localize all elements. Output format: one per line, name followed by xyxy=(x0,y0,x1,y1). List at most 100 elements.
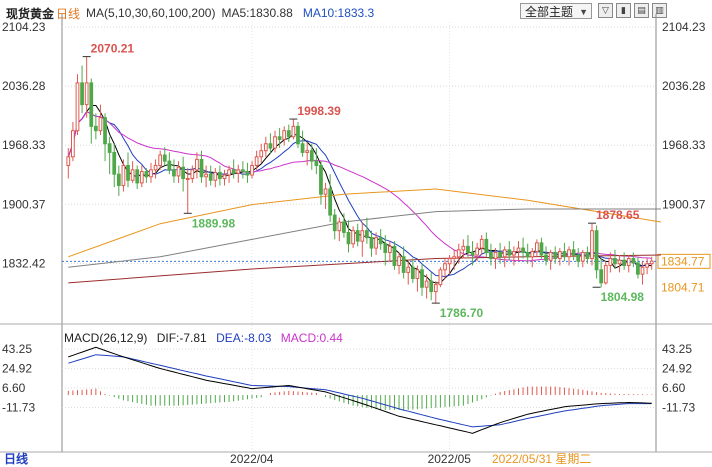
candle-body xyxy=(424,280,429,288)
macd-dea-value: DEA:-8.03 xyxy=(216,331,272,345)
candle-body xyxy=(314,160,319,166)
filter-tool-icon[interactable]: ▽ xyxy=(598,3,613,18)
ma-line-ma30 xyxy=(67,110,652,262)
candle-body xyxy=(443,263,447,271)
candle-body xyxy=(406,266,411,273)
candle-body xyxy=(98,117,103,132)
candle-body xyxy=(185,178,190,181)
candle-body xyxy=(534,242,539,253)
ma5-value: MA5:1830.88 xyxy=(221,6,293,20)
bar-tool-icon[interactable]: ▮ xyxy=(616,3,631,18)
candle-body xyxy=(181,166,186,180)
candle-body xyxy=(383,243,388,253)
candle-body xyxy=(617,259,622,265)
candle-body xyxy=(580,251,585,262)
candle-body xyxy=(544,254,548,261)
candle-body xyxy=(461,245,466,251)
candle-body xyxy=(218,171,222,180)
candle-body xyxy=(525,251,530,258)
candle-body xyxy=(172,169,176,177)
candle-body xyxy=(323,188,328,195)
candle-body xyxy=(328,188,333,216)
candle-body xyxy=(410,266,415,280)
candle-body xyxy=(636,262,640,275)
candle-body xyxy=(585,251,590,260)
candle-body xyxy=(365,230,369,239)
candle-body xyxy=(250,164,254,176)
candle-body xyxy=(603,264,608,284)
candle-body xyxy=(645,263,649,268)
price-tick-right: 2104.23 xyxy=(662,20,706,34)
candle-body xyxy=(466,245,470,253)
candle-body xyxy=(240,169,245,173)
candle-body xyxy=(121,164,126,186)
candle-body xyxy=(176,166,181,177)
extreme-label: 1786.70 xyxy=(440,306,484,320)
extreme-label: 1804.98 xyxy=(601,290,645,304)
price-tick-right: 1900.37 xyxy=(662,197,706,211)
candle-body xyxy=(231,169,236,174)
candle-body xyxy=(245,171,250,176)
ma-line-ma100 xyxy=(68,208,661,268)
candle-body xyxy=(75,82,80,132)
price-tick-left: 1968.33 xyxy=(2,138,46,152)
candle-body xyxy=(116,173,121,186)
candle-body xyxy=(254,156,259,166)
candle-body xyxy=(507,249,512,256)
candle-body xyxy=(195,158,199,171)
candle-body xyxy=(475,247,480,256)
candle-body xyxy=(355,230,360,242)
ma-params-label[interactable]: MA(5,10,30,60,100,200) xyxy=(86,6,216,20)
macd-tick-right: 24.92 xyxy=(662,362,692,376)
price-tick-left: 2104.23 xyxy=(2,20,46,34)
candle-body xyxy=(71,130,75,158)
candle-body xyxy=(613,258,617,265)
candle-body xyxy=(447,258,452,265)
candle-body xyxy=(576,254,581,262)
price-tick-left: 1832.42 xyxy=(2,256,46,270)
extreme-label: 1889.98 xyxy=(192,216,236,230)
candle-body xyxy=(622,259,627,266)
macd-tick-right: -11.73 xyxy=(662,401,695,415)
candle-body xyxy=(222,174,227,180)
bottom-period-label: 日线 xyxy=(4,451,28,466)
candle-body xyxy=(502,249,507,258)
candle-body xyxy=(498,251,502,258)
price-tick-right: 2036.28 xyxy=(662,79,706,93)
candle-body xyxy=(484,238,489,253)
macd-hist-value: MACD:0.44 xyxy=(280,331,343,345)
candle-body xyxy=(273,136,277,149)
candle-body xyxy=(387,245,392,253)
time-tick-label: 2022/05 xyxy=(428,452,472,466)
candle-body xyxy=(452,256,457,260)
ma-line-ma200 xyxy=(68,254,661,284)
candle-body xyxy=(401,256,406,273)
candle-body xyxy=(420,269,424,288)
extreme-label: 2070.21 xyxy=(91,42,135,56)
macd-dif-value: DIF:-7.81 xyxy=(156,331,207,345)
candle-body xyxy=(433,284,438,293)
candle-body xyxy=(126,164,130,181)
candle-body xyxy=(135,169,140,184)
candle-body xyxy=(351,230,355,245)
candle-body xyxy=(286,130,291,138)
candle-body xyxy=(268,143,273,149)
price-tick-left: 2036.28 xyxy=(2,79,46,93)
theme-select[interactable]: 全部主题 ▼ xyxy=(520,3,592,19)
candle-body xyxy=(263,143,268,152)
candle-body xyxy=(369,237,374,249)
candle-body xyxy=(204,173,208,178)
candle-body xyxy=(516,247,521,253)
candle-body xyxy=(342,221,346,233)
candle-body xyxy=(112,151,117,175)
candle-body xyxy=(153,164,158,171)
candle-body xyxy=(296,125,300,145)
macd-dif-line xyxy=(68,346,652,434)
price-tag-box xyxy=(657,253,711,269)
candle-body xyxy=(190,169,195,180)
candle-body xyxy=(158,154,163,166)
layout-tool-icon[interactable]: ▤ xyxy=(634,3,649,18)
candle-body xyxy=(300,143,305,153)
